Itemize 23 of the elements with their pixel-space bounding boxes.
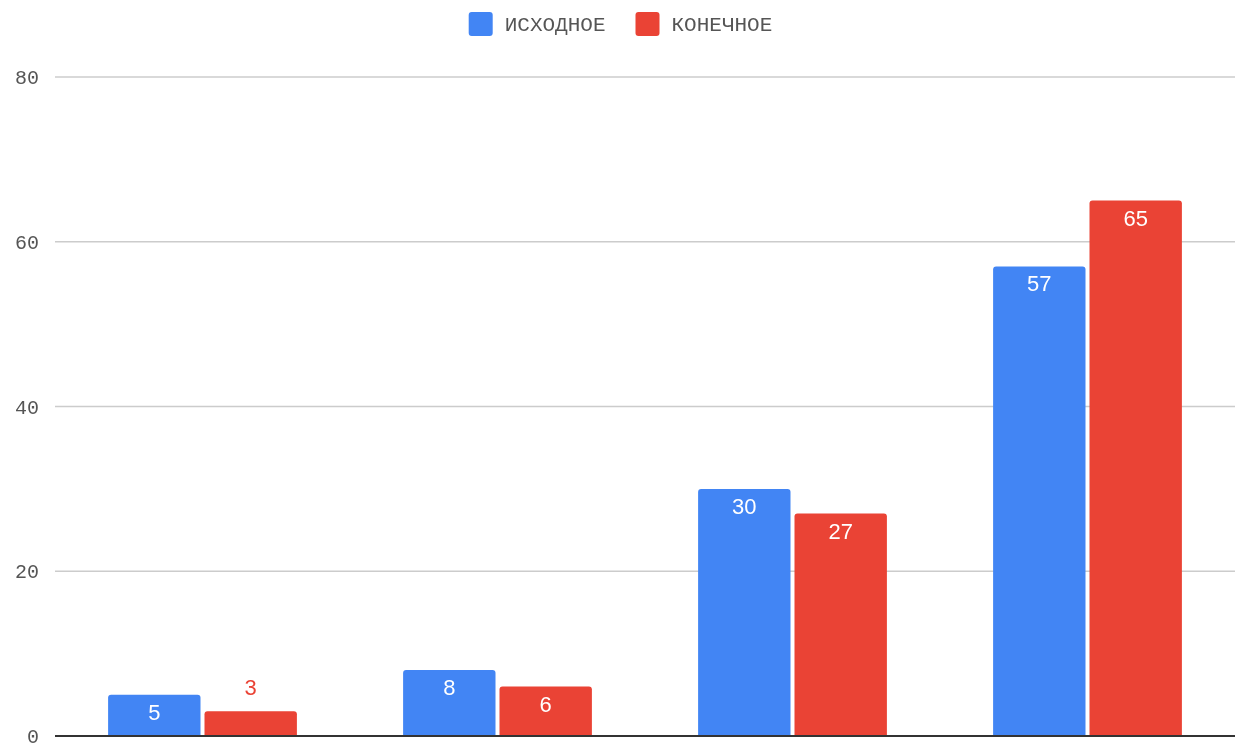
- data-label: 5: [148, 699, 161, 725]
- data-label: 6: [539, 691, 552, 717]
- y-tick-label: 40: [14, 396, 39, 420]
- y-tick-label: 20: [14, 561, 39, 585]
- legend-label: КОНЕЧНОЕ: [671, 14, 773, 37]
- y-tick-label: 0: [26, 726, 39, 743]
- data-label: 65: [1123, 205, 1148, 231]
- bar: [403, 670, 496, 736]
- bar: [794, 513, 887, 736]
- y-tick-label: 80: [14, 67, 39, 90]
- data-label: 30: [732, 493, 757, 519]
- bar: [698, 488, 791, 736]
- bar: [1089, 200, 1182, 736]
- data-label: 3: [244, 675, 257, 701]
- data-label: 27: [828, 518, 853, 544]
- y-tick-label: 60: [14, 231, 39, 255]
- data-label: 8: [443, 675, 456, 701]
- data-label: 57: [1027, 271, 1052, 297]
- bar: [108, 694, 201, 736]
- legend-label: ИСХОДНОЕ: [504, 14, 606, 37]
- bar: [993, 266, 1086, 736]
- bar: [204, 711, 297, 736]
- bar: [499, 686, 592, 736]
